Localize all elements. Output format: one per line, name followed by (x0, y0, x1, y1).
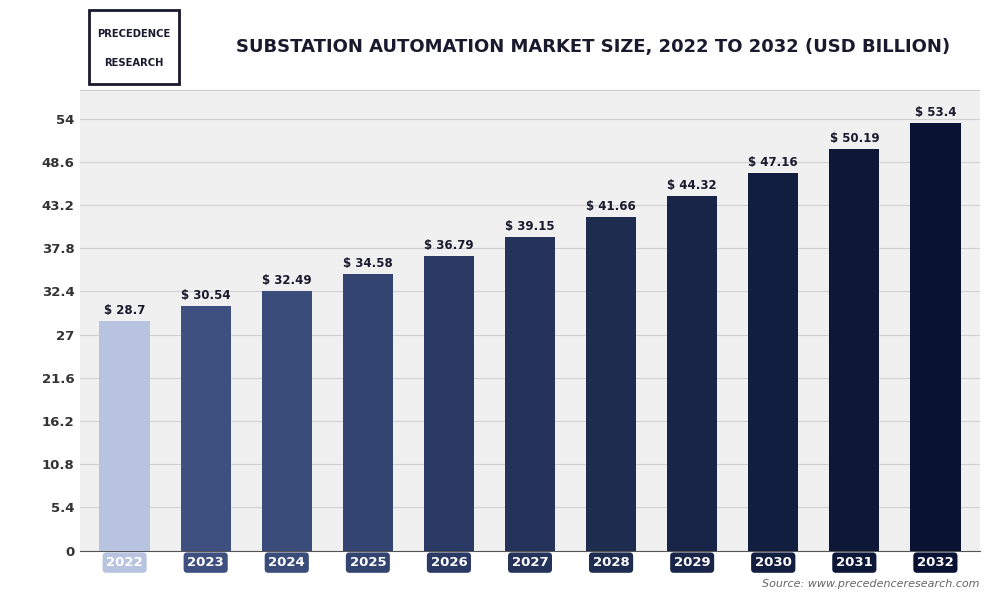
Text: $ 30.54: $ 30.54 (181, 289, 230, 303)
Text: $ 44.32: $ 44.32 (667, 179, 717, 192)
Text: $ 53.4: $ 53.4 (915, 107, 956, 120)
Text: $ 28.7: $ 28.7 (104, 304, 145, 317)
Text: $ 36.79: $ 36.79 (424, 239, 474, 252)
Bar (181, 306, 231, 551)
Text: $ 39.15: $ 39.15 (505, 220, 555, 233)
Text: PRECEDENCE: PRECEDENCE (97, 28, 171, 38)
Text: $ 41.66: $ 41.66 (586, 200, 636, 213)
Bar (748, 173, 798, 551)
FancyBboxPatch shape (89, 10, 179, 83)
Text: RESEARCH: RESEARCH (104, 58, 164, 68)
Bar (343, 274, 393, 551)
Text: SUBSTATION AUTOMATION MARKET SIZE, 2022 TO 2032 (USD BILLION): SUBSTATION AUTOMATION MARKET SIZE, 2022 … (236, 38, 950, 56)
Bar (829, 149, 879, 551)
Bar (910, 123, 961, 551)
Bar (505, 237, 555, 551)
Bar (262, 291, 312, 551)
Text: $ 32.49: $ 32.49 (262, 274, 312, 287)
Bar (424, 256, 474, 551)
Bar (586, 217, 636, 551)
Text: $ 50.19: $ 50.19 (830, 132, 879, 145)
Text: $ 34.58: $ 34.58 (343, 257, 393, 270)
Bar (99, 321, 150, 551)
Bar (667, 196, 717, 551)
Text: Source: www.precedenceresearch.com: Source: www.precedenceresearch.com (763, 579, 980, 589)
Text: $ 47.16: $ 47.16 (748, 156, 798, 169)
